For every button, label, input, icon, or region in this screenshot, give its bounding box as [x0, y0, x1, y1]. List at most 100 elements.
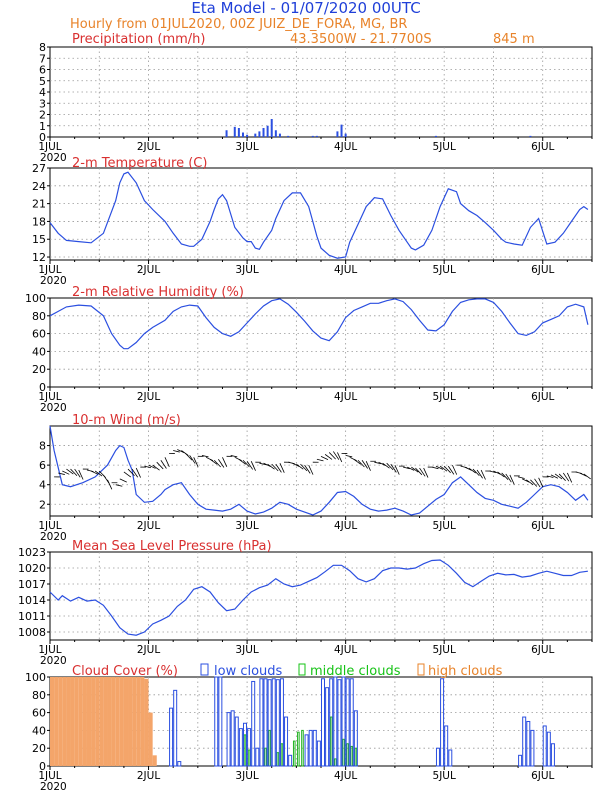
- low-cloud-bar: [526, 721, 531, 767]
- cloud-ytick-label: 40: [32, 724, 46, 737]
- wind-barb: [411, 466, 419, 473]
- wind-barb: [320, 455, 329, 460]
- wind-barb: [526, 479, 534, 486]
- low-cloud-bar: [341, 676, 346, 767]
- wind-barb: [407, 466, 415, 471]
- wind-year-label: 2020: [40, 531, 67, 543]
- precip-bar: [258, 131, 261, 137]
- wind-barb: [497, 471, 505, 478]
- pressure-ytick-label: 1017: [18, 578, 46, 591]
- pressure-xtick-label: 6JUL: [531, 644, 554, 656]
- location-coordinates: 43.3500W - 21.7700S: [290, 32, 432, 47]
- wind-barb: [324, 454, 333, 460]
- wind-barb: [177, 449, 185, 454]
- high-cloud-bar: [78, 677, 83, 766]
- low-cloud-bar: [435, 747, 440, 767]
- precip-bar: [270, 119, 273, 137]
- rh-ytick-label: 20: [32, 363, 46, 376]
- wind-ytick-label: 8: [39, 440, 46, 453]
- wind-barb: [259, 462, 267, 466]
- low-cloud-bar: [345, 678, 350, 767]
- wind-barb: [415, 467, 423, 476]
- middle-cloud-bar: [350, 745, 354, 767]
- low-cloud-bar: [337, 679, 342, 767]
- high-cloud-bar: [62, 677, 67, 766]
- wind-barb: [156, 461, 164, 470]
- pressure-xtick-label: 5JUL: [433, 644, 456, 656]
- pressure-title: Mean Sea Level Pressure (hPa): [72, 539, 272, 554]
- station-elevation: 845 m: [493, 32, 535, 47]
- low-cloud-bar: [238, 728, 243, 767]
- wind-barb: [148, 464, 156, 469]
- wind-barb: [505, 473, 512, 483]
- pressure-xtick-label: 3JUL: [235, 644, 258, 656]
- precip-bar: [344, 133, 347, 137]
- precip-bar: [315, 135, 318, 137]
- temp-xtick-label: 5JUL: [433, 264, 456, 276]
- high-cloud-bar: [95, 677, 100, 766]
- wind-barb: [263, 462, 271, 467]
- precip-bar: [336, 131, 339, 137]
- temp-xtick-label: 4JUL: [334, 264, 357, 276]
- wind-barb: [562, 472, 570, 482]
- rh-xtick-label: 3JUL: [235, 391, 258, 403]
- high-cloud-bar: [86, 677, 92, 766]
- wind-barb: [357, 459, 365, 468]
- cloud-xtick-label: 3JUL: [235, 770, 258, 782]
- cloud-xtick-label: 6JUL: [531, 770, 554, 782]
- wind-xtick-label: 6JUL: [531, 520, 554, 532]
- low-cloud-bar: [226, 712, 231, 767]
- temp-xtick-label: 1JUL: [38, 264, 61, 276]
- middle-cloud-bar: [342, 738, 345, 767]
- wind-barb: [296, 463, 304, 470]
- temp-xtick-label: 6JUL: [531, 264, 554, 276]
- high-cloud-bar: [70, 677, 75, 766]
- cloud-ytick-label: 60: [32, 707, 46, 720]
- wind-title: 10-m Wind (m/s): [72, 413, 181, 428]
- precip-ytick-label: 5: [39, 75, 46, 88]
- wind-barb: [62, 470, 70, 475]
- high-cloud-bar: [128, 677, 133, 766]
- high-cloud-bar: [82, 677, 87, 766]
- high-cloud-bar: [136, 677, 141, 766]
- precip-ytick-label: 0: [39, 131, 46, 144]
- wind-barb: [554, 473, 563, 480]
- temp-frame: [49, 167, 593, 261]
- wind-barb: [275, 463, 282, 473]
- wind-barb: [550, 474, 559, 479]
- wind-barb: [90, 470, 99, 475]
- wind-barb: [501, 472, 509, 480]
- cloud-xtick-label: 2JUL: [137, 770, 160, 782]
- low-cloud-bar: [308, 729, 313, 767]
- wind-barb: [308, 464, 314, 475]
- cloud-xtick-label: 4JUL: [334, 770, 357, 782]
- low-cloud-bar: [304, 734, 309, 767]
- high-cloud-bar: [91, 677, 96, 766]
- low-cloud-bar: [255, 747, 260, 767]
- pressure-frame: [49, 551, 593, 641]
- low-cloud-bar: [259, 678, 264, 767]
- wind-barb: [382, 462, 390, 469]
- wind-barb: [144, 465, 152, 469]
- precip-bar: [278, 133, 281, 137]
- cloud-xtick-label: 1JUL: [38, 770, 61, 782]
- low-cloud-bar: [279, 678, 284, 767]
- temp-year-label: 2020: [40, 275, 67, 287]
- rh-title: 2-m Relative Humidity (%): [72, 285, 244, 300]
- wind-barb: [538, 477, 544, 488]
- low-cloud-bar: [251, 680, 256, 767]
- temp-title: 2-m Temperature (C): [72, 156, 207, 171]
- pressure-line: [49, 559, 588, 636]
- wind-frame: [49, 425, 593, 517]
- rh-xtick-label: 5JUL: [433, 391, 456, 403]
- wind-barb: [337, 452, 343, 463]
- rh-xtick-label: 6JUL: [531, 391, 554, 403]
- chart-title: Eta Model - 01/07/2020 00UTC: [191, 0, 420, 17]
- precip-title: Precipitation (mm/h): [72, 32, 205, 47]
- precip-bar: [529, 135, 532, 137]
- low-cloud-bar: [173, 689, 178, 767]
- rh-ytick-label: 100: [25, 292, 46, 305]
- precip-bar: [254, 133, 257, 137]
- high-cloud-bar: [66, 677, 71, 766]
